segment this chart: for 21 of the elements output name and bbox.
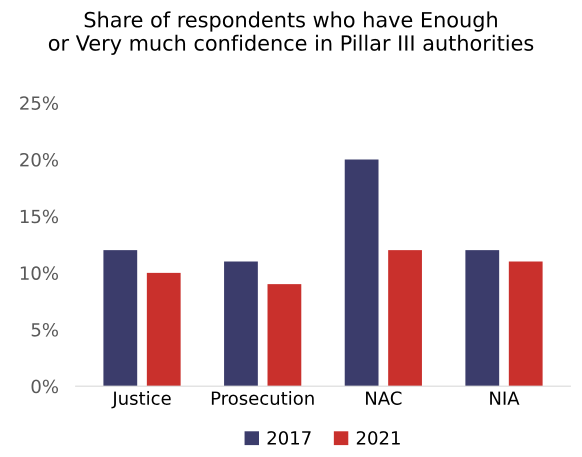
- x-tick-label: Justice: [111, 391, 171, 408]
- bar: [508, 261, 543, 386]
- y-tick-label: 0%: [32, 380, 58, 394]
- legend-label: 2021: [356, 431, 400, 445]
- bar: [344, 159, 379, 386]
- bar: [103, 250, 138, 386]
- x-tick-label: Prosecution: [212, 391, 314, 405]
- bar: [146, 272, 181, 386]
- bar: [388, 250, 422, 386]
- bar: [268, 284, 302, 386]
- y-tick-label: 5%: [32, 322, 58, 337]
- bar: [465, 250, 500, 386]
- chart-title: Share of respondents who have Enough or Very much confidence in Pillar III authorities: [48, 11, 534, 55]
- x-tick-label: NIA: [490, 392, 520, 405]
- bar: [224, 261, 258, 386]
- x-tick-label: NAC: [366, 391, 402, 405]
- y-tick-label: 10%: [20, 266, 58, 280]
- y-tick-label: 25%: [20, 96, 58, 110]
- y-tick-label: 20%: [20, 152, 58, 167]
- y-tick-label: 15%: [20, 210, 58, 224]
- legend-label: 2017: [268, 431, 311, 445]
